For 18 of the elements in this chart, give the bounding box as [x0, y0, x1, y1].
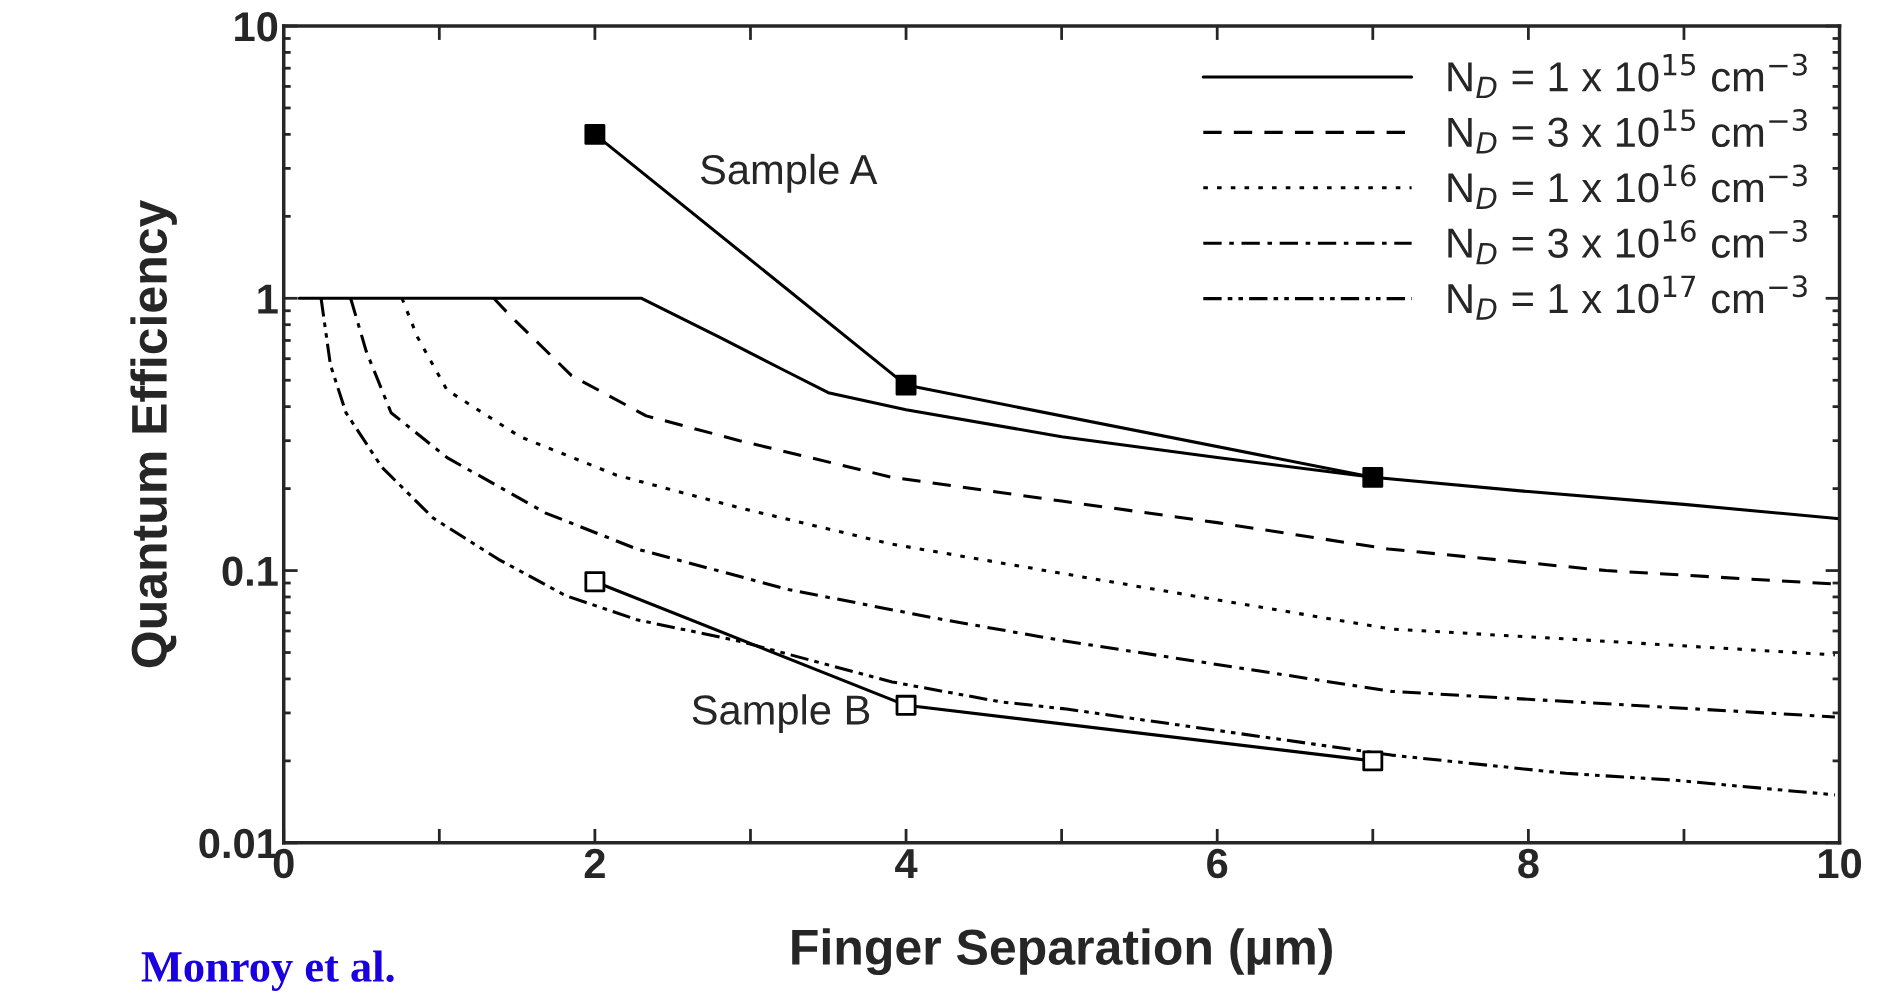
x-tick-label: 2 [584, 848, 605, 878]
y-tick-label: 10 [235, 12, 278, 42]
x-tick-label: 10 [1818, 848, 1862, 879]
x-axis-title: Finger Separation (µm) [792, 928, 1332, 976]
x-tick-label: 4 [895, 849, 918, 878]
y-tick-label: 1 [258, 284, 278, 314]
text: Monroy et al. [141, 950, 394, 991]
legend-label: N$_{D}$ = 3 x 10$^{15}$ cm$^{−3}$ [1448, 109, 1807, 154]
legend-label: N$_{D}$ = 3 x 10$^{16}$ cm$^{−3}$ [1448, 219, 1807, 265]
series-label: Sample A [700, 153, 878, 193]
legend-label: N$_{D}$ = 1 x 10$^{17}$ cm$^{−3}$ [1448, 275, 1807, 320]
y-axis-title: Quantum Efficiency [130, 199, 177, 668]
legend-label: N$_{D}$ = 1 x 10$^{15}$ cm$^{−3}$ [1448, 53, 1807, 99]
y-tick-label: 0.1 [222, 556, 278, 587]
series-label: Sample B [692, 694, 870, 734]
legend-label: N$_{D}$ = 1 x 10$^{16}$ cm$^{−3}$ [1448, 164, 1807, 209]
x-tick-label: 8 [1518, 848, 1539, 879]
x-tick-label: 6 [1207, 848, 1228, 879]
